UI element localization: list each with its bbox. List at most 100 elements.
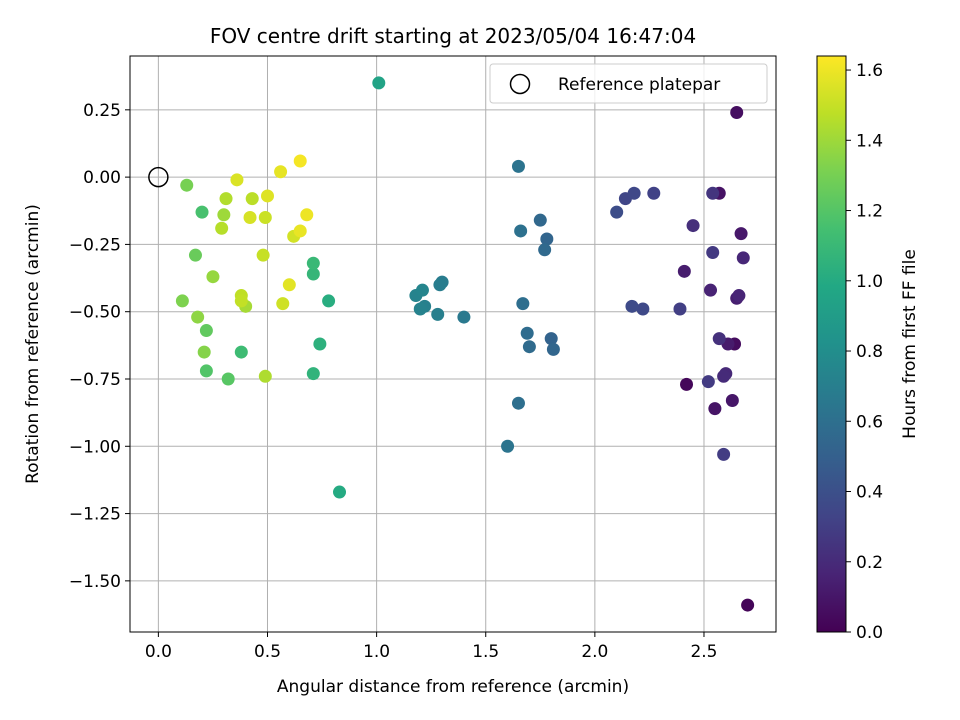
data-point (322, 294, 336, 308)
data-point (717, 369, 731, 383)
data-point (313, 337, 327, 351)
x-tick-label: 2.0 (581, 642, 608, 662)
data-point (501, 439, 515, 453)
data-point (234, 294, 248, 308)
x-axis-label: Angular distance from reference (arcmin) (277, 677, 629, 697)
data-point (686, 219, 700, 233)
data-point (293, 154, 307, 168)
chart-title: FOV centre drift starting at 2023/05/04 … (210, 24, 696, 48)
data-point (533, 213, 547, 227)
data-point (701, 375, 715, 389)
y-tick-label: −1.50 (69, 572, 121, 592)
data-point (197, 345, 211, 359)
data-point (673, 302, 687, 316)
data-point (433, 278, 447, 292)
colorbar-tick-label: 1.6 (856, 61, 883, 81)
y-axis: 0.25 0.00 −0.25 −0.50 −0.75 −1.00 −1.25 −1.50 (69, 101, 130, 592)
data-point (306, 267, 320, 281)
data-point (243, 210, 257, 224)
colorbar-tick-label: 1.2 (856, 202, 883, 222)
data-point (627, 186, 641, 200)
colorbar-tick-label: 1.4 (856, 131, 883, 151)
y-tick-label: −0.75 (69, 370, 121, 390)
data-point (625, 299, 639, 313)
data-point (217, 208, 231, 222)
data-point (256, 248, 270, 262)
data-point (199, 364, 213, 378)
data-point (544, 332, 558, 346)
data-point (717, 447, 731, 461)
data-point (734, 227, 748, 241)
plot-frame (129, 55, 777, 633)
data-point (206, 270, 220, 284)
colorbar-ticks: 0.0 0.2 0.4 0.6 0.8 1.0 1.2 1.4 1.6 (846, 61, 883, 643)
data-point (704, 283, 718, 297)
y-tick-label: −0.25 (69, 235, 121, 255)
data-point (712, 332, 726, 346)
legend-open-circle-icon (509, 73, 531, 95)
data-point (457, 310, 471, 324)
grid (130, 56, 776, 632)
data-point (306, 367, 320, 381)
data-point (610, 205, 624, 219)
data-point (245, 192, 259, 206)
data-point (221, 372, 235, 386)
data-point (522, 340, 536, 354)
legend: Reference platepar (489, 63, 768, 104)
colorbar-gradient (817, 56, 846, 632)
x-tick-label: 1.0 (363, 642, 390, 662)
data-point (300, 208, 314, 222)
data-point (215, 221, 229, 235)
reference-marker (148, 166, 169, 188)
data-point (706, 186, 720, 200)
legend-box (489, 63, 768, 104)
data-point (540, 232, 554, 246)
x-tick-label: 0.5 (254, 642, 281, 662)
y-tick-label: −0.50 (69, 303, 121, 323)
data-point (333, 485, 347, 499)
data-point (219, 192, 233, 206)
data-point (708, 402, 722, 416)
data-point (413, 302, 427, 316)
data-point (415, 283, 429, 297)
data-point (260, 189, 274, 203)
colorbar-tick-label: 0.8 (856, 342, 883, 362)
data-point (680, 377, 694, 391)
y-axis-label: Rotation from reference (arcmin) (23, 204, 43, 484)
data-point (230, 173, 244, 187)
data-point (180, 178, 194, 192)
data-point (725, 394, 739, 408)
data-point (511, 159, 525, 173)
colorbar-tick-label: 0.4 (856, 483, 883, 503)
data-point (274, 165, 288, 179)
y-tick-label: −1.25 (69, 505, 121, 525)
data-point (175, 294, 189, 308)
colorbar-tick-label: 0.6 (856, 412, 883, 432)
y-tick-label: −1.00 (69, 437, 121, 457)
data-point (730, 106, 744, 120)
data-point (188, 248, 202, 262)
data-point (516, 297, 530, 311)
data-point (538, 243, 552, 257)
data-point (372, 76, 386, 90)
data-point (677, 264, 691, 278)
data-point (282, 278, 296, 292)
data-point (732, 289, 746, 303)
x-tick-label: 0.0 (145, 642, 172, 662)
colorbar-tick-label: 0.2 (856, 553, 883, 573)
scatter-points (175, 76, 755, 612)
data-point (546, 342, 560, 356)
x-axis: 0.0 0.5 1.0 1.5 2.0 2.5 (145, 632, 718, 662)
x-tick-label: 1.5 (472, 642, 499, 662)
data-point (636, 302, 650, 316)
data-point (511, 396, 525, 410)
data-point (276, 297, 290, 311)
data-point (195, 205, 209, 219)
data-point (234, 345, 248, 359)
colorbar-frame (816, 55, 847, 633)
data-point (514, 224, 528, 238)
data-point (741, 598, 755, 612)
data-point (258, 369, 272, 383)
data-point (431, 307, 445, 321)
